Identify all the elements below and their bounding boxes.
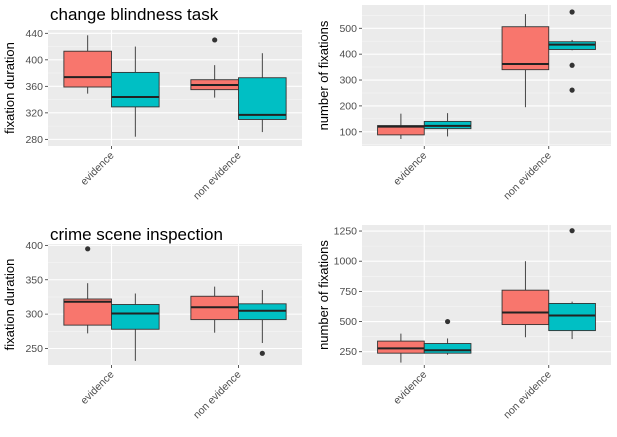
outlier-point [569, 87, 575, 93]
x-tick-label: non evidence [501, 369, 554, 422]
y-tick-label: 320 [25, 107, 43, 119]
x-tick-label: non evidence [501, 150, 554, 203]
box-evidence-series-2 [423, 113, 472, 137]
plot-background [362, 5, 611, 146]
iqr-box [63, 50, 112, 88]
y-tick-label: 400 [25, 54, 43, 66]
y-tick-label: 250 [25, 343, 43, 355]
iqr-box [423, 343, 472, 354]
box-non-evidence-series-2 [238, 290, 287, 356]
y-tick-label: 1000 [334, 256, 358, 268]
chart-title: change blindness task [50, 5, 219, 24]
iqr-box [548, 41, 596, 50]
y-tick-label: 500 [339, 316, 357, 328]
iqr-box [377, 125, 425, 136]
y-tick-label: 500 [339, 23, 357, 35]
box-evidence-series-2 [423, 318, 472, 355]
x-tick-label: evidence [78, 369, 116, 407]
y-tick-label: 200 [339, 100, 357, 112]
y-tick-label: 350 [25, 274, 43, 286]
chart-title: crime scene inspection [50, 225, 223, 244]
y-tick-label: 750 [339, 286, 357, 298]
y-tick-label: 250 [339, 346, 357, 358]
box-evidence-series-1 [63, 35, 112, 94]
y-axis-title: fixation duration [2, 42, 17, 134]
box-non-evidence-series-2 [238, 53, 287, 133]
box-non-evidence-series-2 [548, 9, 596, 93]
box-evidence-series-1 [377, 333, 425, 363]
box-non-evidence-series-1 [190, 286, 239, 333]
iqr-box [548, 302, 596, 332]
chart-panel-2: 100 200 300 400 500 evidence non evidence numbe… [316, 5, 611, 202]
x-tick-label: non evidence [191, 150, 244, 203]
box-non-evidence-series-1 [501, 14, 550, 108]
chart-panel-4: 250 500 750 1000 1250 evidence non evidence num… [316, 225, 611, 421]
iqr-box [377, 340, 425, 354]
outlier-point [569, 62, 575, 68]
y-axis-title: number of fixations [316, 20, 331, 130]
x-tick-label: non evidence [191, 369, 244, 422]
y-axis-title: number of fixations [316, 240, 331, 350]
box-non-evidence-series-2 [548, 228, 596, 340]
iqr-box [501, 289, 550, 326]
x-tick-label: evidence [78, 150, 116, 188]
outlier-point [444, 318, 451, 325]
y-tick-label: 440 [25, 28, 43, 40]
y-tick-label: 400 [25, 240, 43, 252]
y-tick-label: 280 [25, 134, 43, 146]
outlier-point [212, 37, 218, 43]
x-tick-label: evidence [391, 150, 429, 188]
y-tick-label: 300 [339, 75, 357, 87]
y-tick-label: 360 [25, 81, 43, 93]
iqr-box [238, 303, 287, 321]
y-tick-label: 300 [25, 309, 43, 321]
outlier-point [569, 9, 575, 15]
box-evidence-series-1 [63, 246, 112, 334]
chart-panel-3: 250 300 350 400 evidence non evidence fixation… [2, 225, 302, 421]
box-evidence-series-1 [377, 113, 425, 140]
iqr-box [238, 77, 287, 120]
x-tick-label: evidence [391, 369, 429, 407]
outlier-point [569, 228, 575, 234]
box-evidence-series-2 [111, 293, 160, 361]
box-evidence-series-2 [111, 46, 160, 137]
outlier-point [259, 350, 265, 356]
box-non-evidence-series-1 [501, 261, 550, 338]
iqr-box [63, 298, 112, 326]
iqr-box [111, 304, 160, 330]
chart-panel-1: 280 320 360 400 440 evidence non evidence fixat… [2, 5, 302, 202]
iqr-box [111, 71, 160, 108]
y-tick-label: 100 [339, 126, 357, 138]
y-axis-title: fixation duration [2, 259, 17, 351]
y-tick-label: 400 [339, 49, 357, 61]
outlier-point [85, 246, 91, 252]
iqr-box [501, 26, 550, 71]
y-tick-label: 1250 [334, 226, 358, 238]
